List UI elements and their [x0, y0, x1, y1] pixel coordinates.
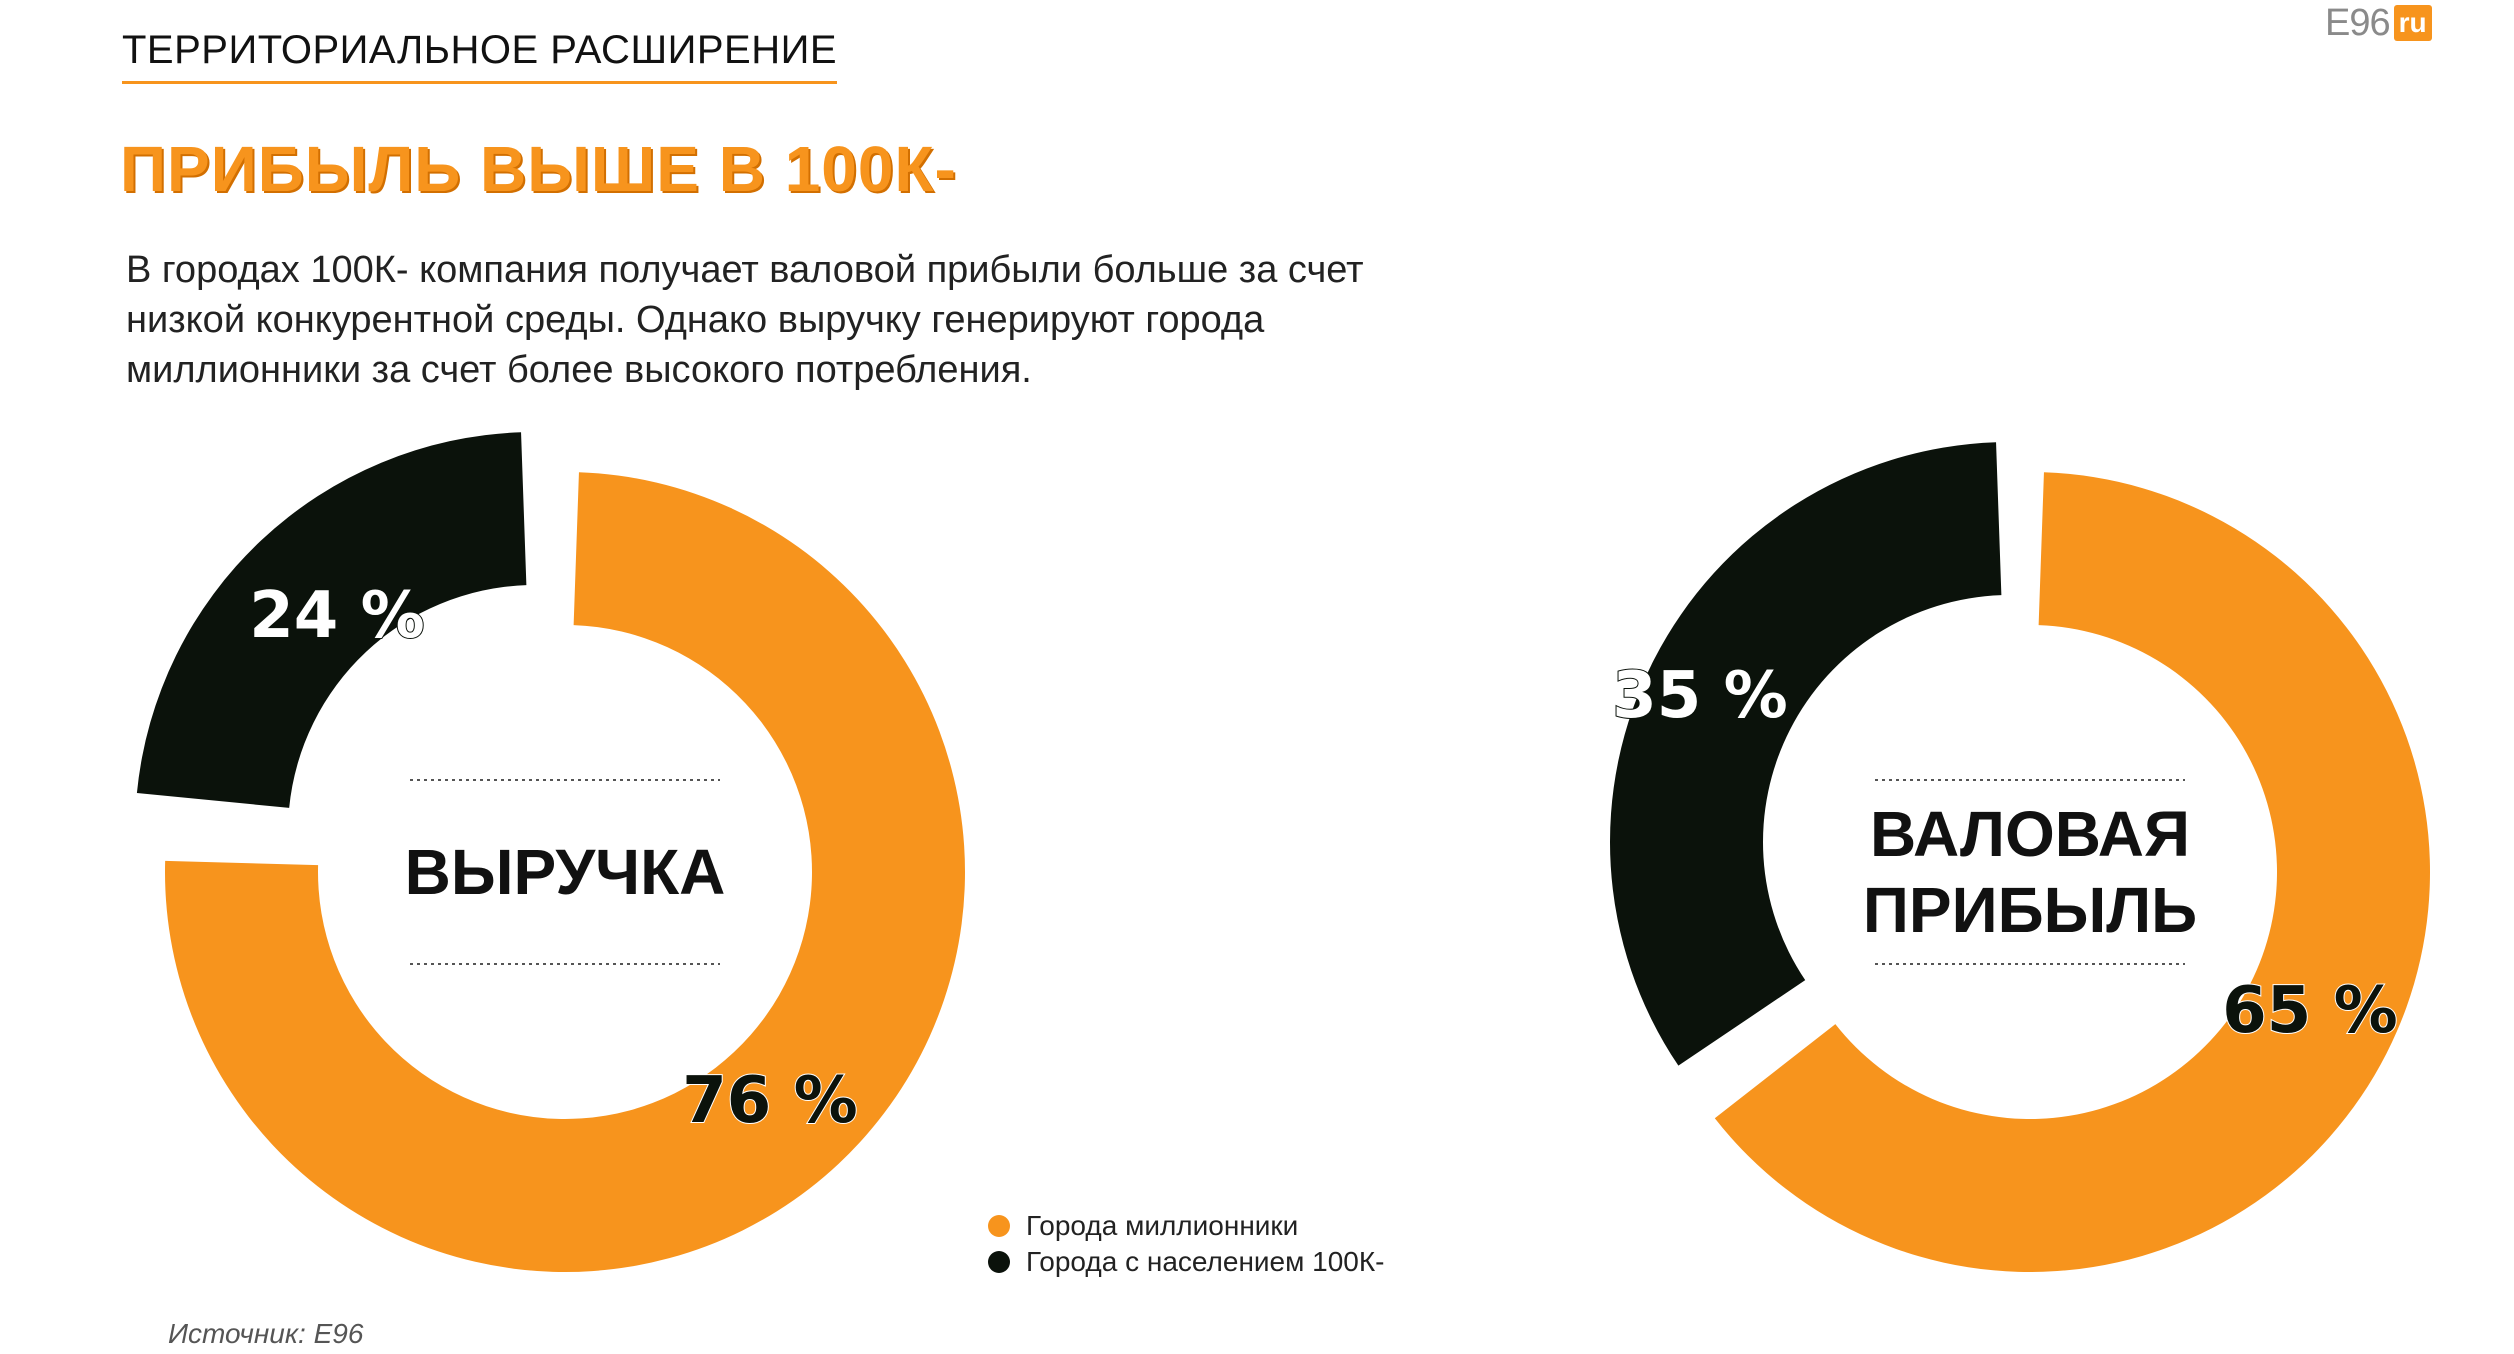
legend-dot-orange	[988, 1215, 1010, 1237]
donut-slice-100k	[1610, 442, 2002, 1066]
donut-slice-100k	[136, 432, 527, 808]
donut-slice-million	[1714, 472, 2430, 1273]
donut-center-label: ВЫРУЧКА	[405, 836, 726, 908]
section-label: ТЕРРИТОРИАЛЬНОЕ РАСШИРЕНИЕ	[122, 28, 838, 84]
slice-label-100k: 35 %	[1612, 659, 1787, 733]
donut-center-label: ВАЛОВАЯ	[1870, 798, 2190, 870]
intro-text: В городах 100К- компания получает валово…	[126, 249, 1364, 391]
slice-label-million: 76 %	[682, 1064, 857, 1138]
donut-center-label: ПРИБЫЛЬ	[1863, 874, 2197, 946]
headline: ПРИБЫЛЬ ВЫШЕ В 100К-	[120, 133, 957, 205]
slice-label-100k: 24 %	[249, 579, 424, 653]
legend: Города миллионники Города с населением 1…	[988, 1208, 1385, 1280]
e96-logo: E96 ru	[2325, 1, 2432, 44]
legend-label-million: Города миллионники	[1026, 1210, 1299, 1241]
donut-slice-million	[164, 472, 966, 1273]
legend-item-100k: Города с населением 100К-	[988, 1244, 1385, 1280]
logo-text: E96	[2325, 1, 2391, 44]
slice-label-million: 65 %	[2222, 974, 2397, 1048]
legend-label-100k: Города с населением 100К-	[1026, 1246, 1385, 1277]
logo-box: ru	[2393, 5, 2432, 41]
source-note: Источник: E96	[168, 1318, 364, 1349]
legend-dot-dark	[988, 1251, 1010, 1273]
legend-item-million: Города миллионники	[988, 1208, 1385, 1244]
